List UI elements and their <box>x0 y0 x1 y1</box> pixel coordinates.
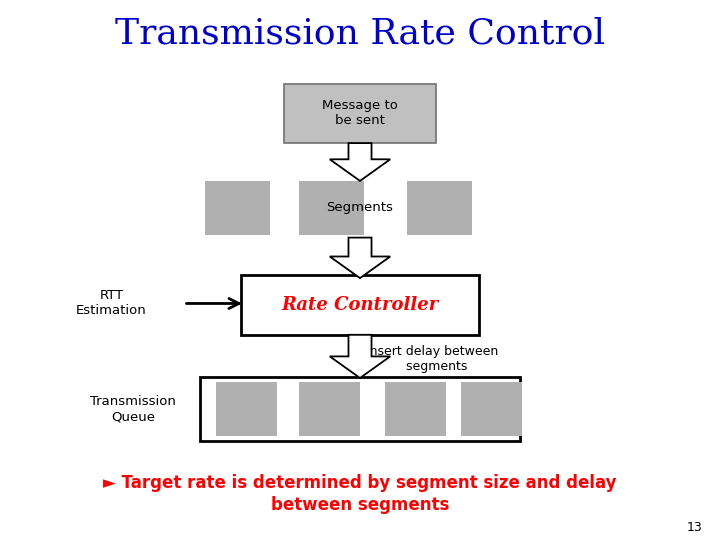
FancyBboxPatch shape <box>205 181 270 235</box>
FancyBboxPatch shape <box>216 382 277 436</box>
Polygon shape <box>330 335 390 378</box>
FancyBboxPatch shape <box>299 181 364 235</box>
Text: ► Target rate is determined by segment size and delay: ► Target rate is determined by segment s… <box>103 474 617 492</box>
Text: Insert delay between
          segments: Insert delay between segments <box>366 345 498 373</box>
FancyBboxPatch shape <box>284 84 436 143</box>
FancyBboxPatch shape <box>385 382 446 436</box>
Text: Segments: Segments <box>327 201 393 214</box>
Text: Transmission
Queue: Transmission Queue <box>90 395 176 423</box>
FancyBboxPatch shape <box>407 181 472 235</box>
Text: RTT
Estimation: RTT Estimation <box>76 289 147 318</box>
Text: Rate Controller: Rate Controller <box>282 296 438 314</box>
Text: 13: 13 <box>686 521 702 534</box>
Text: between segments: between segments <box>271 496 449 514</box>
FancyBboxPatch shape <box>200 377 520 441</box>
Polygon shape <box>330 143 390 181</box>
FancyBboxPatch shape <box>241 275 479 335</box>
Text: Message to
be sent: Message to be sent <box>322 99 398 127</box>
Polygon shape <box>330 238 390 278</box>
FancyBboxPatch shape <box>461 382 522 436</box>
FancyBboxPatch shape <box>299 382 360 436</box>
Text: Transmission Rate Control: Transmission Rate Control <box>115 16 605 50</box>
